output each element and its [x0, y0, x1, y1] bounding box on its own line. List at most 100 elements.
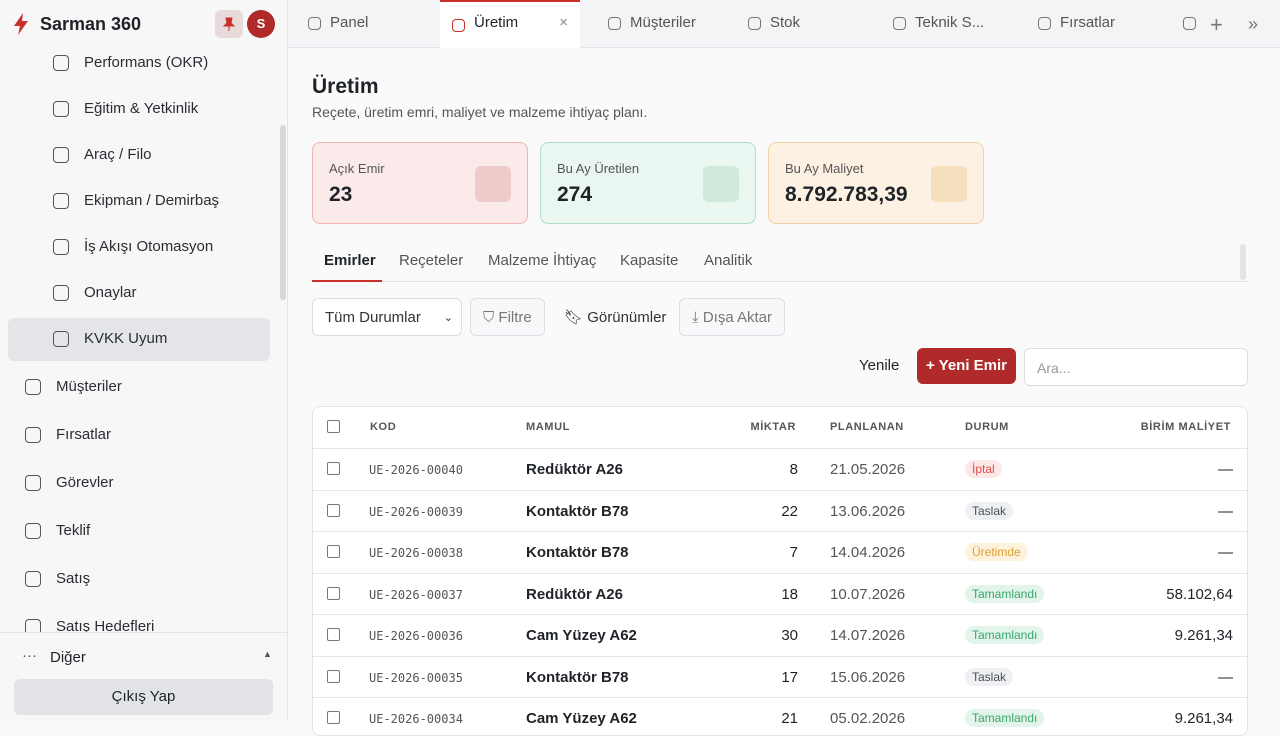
pin-button[interactable] — [215, 10, 243, 38]
more-menu[interactable]: Diğer — [50, 649, 86, 666]
product: Cam Yüzey A62 — [526, 627, 637, 644]
table-row[interactable]: UE-2026-00035 Kontaktör B78 17 15.06.2026 Ta… — [313, 655, 1247, 698]
icon — [25, 379, 41, 395]
menu-item[interactable]: Müşteriler — [8, 366, 270, 409]
tab-label: Panel — [330, 14, 369, 31]
status-badge: İptal — [965, 460, 1002, 478]
quantity: 21 — [781, 710, 798, 727]
menu-item[interactable]: Onaylar — [8, 272, 270, 315]
kpi-label: Bu Ay Maliyet — [785, 161, 864, 176]
logo — [14, 13, 28, 35]
menu-label: Satış Hedefleri — [56, 618, 155, 635]
icon — [1183, 17, 1196, 30]
icon — [748, 17, 761, 30]
table-row[interactable]: UE-2026-00038 Kontaktör B78 7 14.04.2026 Üre… — [313, 531, 1247, 573]
checkbox[interactable] — [327, 503, 340, 517]
menu-item[interactable]: Görevler — [8, 462, 270, 505]
checkbox[interactable] — [327, 420, 340, 433]
checkbox[interactable] — [327, 586, 340, 600]
scrollbar — [1240, 244, 1246, 280]
table-row[interactable]: UE-2026-00034 Cam Yüzey A62 21 05.02.2026 Ta… — [313, 697, 1247, 735]
tab[interactable]: Üretim × — [440, 0, 580, 48]
sub-tab[interactable]: Malzeme İhtiyaç — [488, 252, 597, 269]
brand: Sarman 360 — [40, 14, 142, 34]
tab[interactable]: Teknik S... — [873, 0, 1013, 48]
menu-label: Araç / Filo — [84, 146, 152, 163]
menu-item[interactable]: Araç / Filo — [8, 134, 270, 177]
unit-cost: 58.102,64 — [1166, 585, 1233, 603]
tab[interactable]: Fırsatlar — [1018, 0, 1158, 48]
order-code: UE-2026-00034 — [369, 712, 463, 726]
checkbox[interactable] — [327, 545, 340, 558]
table-row[interactable]: UE-2026-00037 Redüktör A26 18 10.07.2026 Tam… — [313, 572, 1247, 615]
status-badge: Tamamlandı — [965, 584, 1045, 603]
menu-label: Eğitim & Yetkinlik — [84, 100, 199, 117]
sub-tab[interactable]: Emirler — [324, 252, 376, 269]
menu-item[interactable]: Eğitim & Yetkinlik — [8, 88, 270, 131]
search-input[interactable]: Ara... — [1024, 348, 1248, 386]
table-row[interactable]: UE-2026-00036 Cam Yüzey A62 30 14.07.2026 Ta… — [313, 614, 1247, 656]
status-badge: Taslak — [965, 501, 1014, 520]
column-header: PLANLANAN — [830, 421, 904, 433]
menu-label: KVKK Uyum — [84, 330, 168, 347]
menu-label: Onaylar — [84, 284, 137, 301]
status-select[interactable]: Tüm Durumlar ⌄ — [312, 298, 462, 336]
close-tab[interactable]: × — [559, 14, 568, 31]
kpi-icon — [931, 166, 967, 202]
sub-tab[interactable]: Kapasite — [620, 252, 679, 269]
tab[interactable]: Panel — [288, 0, 438, 48]
planned-date: 21.05.2026 — [830, 461, 906, 478]
menu-label: Fırsatlar — [56, 426, 112, 443]
order-code: UE-2026-00035 — [369, 670, 463, 685]
checkbox[interactable] — [327, 462, 340, 475]
table-row[interactable]: UE-2026-00040 Redüktör A26 8 21.05.2026 İpta… — [313, 448, 1247, 490]
icon — [53, 239, 69, 255]
menu-item[interactable]: Ekipman / Demirbaş — [8, 180, 270, 223]
quantity: 18 — [781, 585, 798, 603]
product: Kontaktör B78 — [526, 668, 629, 686]
tab-label: Stok — [770, 14, 801, 31]
kpi-label: Açık Emir — [329, 161, 385, 176]
export-button[interactable]: ⤓ Dışa Aktar — [679, 298, 786, 336]
menu-item[interactable]: Teklif — [8, 510, 270, 553]
menu-label: Görevler — [56, 474, 114, 491]
order-code: UE-2026-00038 — [369, 546, 463, 560]
menu-item[interactable]: Fırsatlar — [8, 414, 270, 457]
button-text: Dışa Aktar — [702, 308, 773, 326]
filter-button[interactable]: ⛉ Filtre — [470, 298, 545, 336]
active-underline — [312, 280, 382, 282]
tab[interactable]: Ç — [1163, 0, 1203, 48]
tab[interactable]: Müşteriler — [588, 0, 728, 48]
checkbox[interactable] — [327, 628, 340, 641]
page-title: Üretim — [312, 75, 379, 98]
order-code: UE-2026-00040 — [369, 463, 463, 477]
quantity: 30 — [781, 627, 798, 644]
checkbox[interactable] — [327, 669, 340, 683]
kpi-card: Bu Ay Üretilen 274 — [540, 142, 756, 224]
sub-tab[interactable]: Analitik — [704, 252, 753, 269]
icon — [53, 331, 69, 347]
avatar[interactable]: S — [247, 10, 275, 38]
logout-button[interactable]: Çıkış Yap — [14, 679, 273, 715]
new-order-button[interactable]: + Yeni Emir — [917, 348, 1016, 384]
menu-item[interactable]: KVKK Uyum — [8, 318, 270, 361]
table-row[interactable]: UE-2026-00039 Kontaktör B78 22 13.06.2026 Ta… — [313, 489, 1247, 532]
tab[interactable]: Stok — [728, 0, 868, 48]
status-badge: Üretimde — [965, 543, 1028, 561]
menu-item[interactable]: Satış — [8, 558, 270, 601]
sidebar: Sarman 360 S Performans (OKR) Eğitim & Ye… — [0, 0, 288, 720]
column-header: BİRİM MALİYET — [1140, 421, 1231, 433]
sub-tab[interactable]: Reçeteler — [399, 252, 464, 269]
checkbox[interactable] — [327, 711, 340, 724]
views-button[interactable]: 🔖︎ Görünümler — [564, 308, 667, 327]
refresh-button[interactable]: Yenile — [859, 357, 900, 374]
button-text: Görünümler — [587, 308, 667, 326]
new-tab[interactable]: + — [1210, 12, 1223, 37]
unit-cost: 9.261,34 — [1174, 627, 1233, 644]
more-tabs[interactable]: » — [1248, 14, 1259, 34]
quantity: 22 — [781, 502, 798, 520]
menu-item[interactable]: Performans (OKR) — [8, 42, 270, 85]
menu-item[interactable]: İş Akışı Otomasyon — [8, 226, 270, 269]
icon — [25, 427, 41, 443]
